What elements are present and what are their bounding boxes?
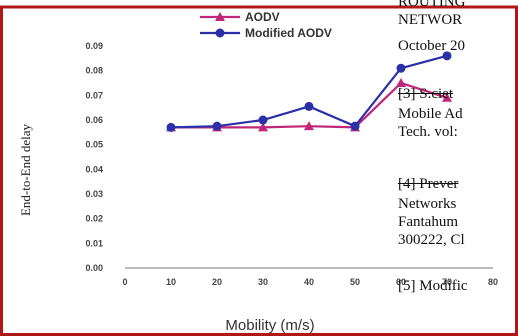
legend-swatch-marker — [215, 28, 225, 38]
x-axis-title: Mobility (m/s) — [225, 317, 314, 334]
frame-border — [0, 5, 518, 336]
y-tick-label: 0.05 — [85, 140, 103, 150]
x-tick-label: 20 — [212, 277, 222, 287]
data-point — [258, 115, 268, 125]
x-tick-label: 60 — [396, 277, 406, 287]
legend-item-modified-aodv: Modified AODV — [200, 26, 332, 40]
data-point — [396, 78, 406, 87]
y-tick-label: 0.00 — [85, 263, 103, 273]
document-text-line: Mobile Ad — [398, 106, 463, 122]
document-text-line: NETWOR — [398, 12, 463, 28]
y-tick-label: 0.07 — [85, 90, 103, 100]
series-layer — [166, 51, 452, 132]
data-point — [442, 51, 452, 61]
legend-swatch-marker — [215, 12, 225, 21]
legend-item-aodv: AODV — [200, 10, 280, 24]
document-text-line: [5] Modific — [398, 278, 468, 294]
x-tick-label: 40 — [304, 277, 314, 287]
data-point — [442, 92, 452, 102]
document-text-line: [4] Prever — [398, 176, 459, 192]
data-point — [396, 63, 406, 73]
y-tick-label: 0.09 — [85, 41, 103, 51]
y-tick-label: 0.08 — [85, 66, 103, 76]
axis-layer: 0.00 0.01 0.02 0.03 0.04 0.05 0.06 0.07 0.08 0.09… — [85, 41, 498, 287]
series-modified-aodv — [166, 51, 452, 132]
x-tick-label: 0 — [122, 277, 127, 287]
x-tick-label: 80 — [488, 277, 498, 287]
x-tick-label: 30 — [258, 277, 268, 287]
legend: AODV Modified AODV — [200, 10, 332, 40]
y-tick-label: 0.02 — [85, 214, 103, 224]
y-tick-label: 0.04 — [85, 164, 103, 174]
data-point — [350, 121, 360, 131]
x-tick-label: 10 — [166, 277, 176, 287]
y-tick-label: 0.01 — [85, 238, 103, 248]
data-point — [212, 121, 222, 131]
document-text-line: [3] S.ciet — [398, 86, 453, 102]
document-text-line: ROUTING — [398, 0, 466, 10]
data-point — [258, 122, 268, 132]
document-text-line: 300222, Cl — [398, 232, 465, 248]
legend-label: AODV — [245, 10, 280, 24]
x-tick-label: 70 — [442, 277, 452, 287]
document-text-line: October 20 — [398, 38, 466, 54]
document-text-line: Fantahum — [398, 214, 458, 230]
data-point — [166, 122, 176, 132]
data-point — [304, 101, 314, 111]
y-tick-label: 0.06 — [85, 115, 103, 125]
y-axis-title: End-to-End delay — [18, 123, 33, 216]
legend-label: Modified AODV — [245, 26, 332, 40]
document-text-line: Networks — [398, 196, 457, 212]
document-text-column: ROUTING NETWOR October 20 [3] S.ciet Mobile … — [398, 0, 518, 336]
document-text-line: Tech. vol: — [398, 124, 458, 140]
data-point — [304, 121, 314, 131]
y-tick-label: 0.03 — [85, 189, 103, 199]
x-tick-label: 50 — [350, 277, 360, 287]
